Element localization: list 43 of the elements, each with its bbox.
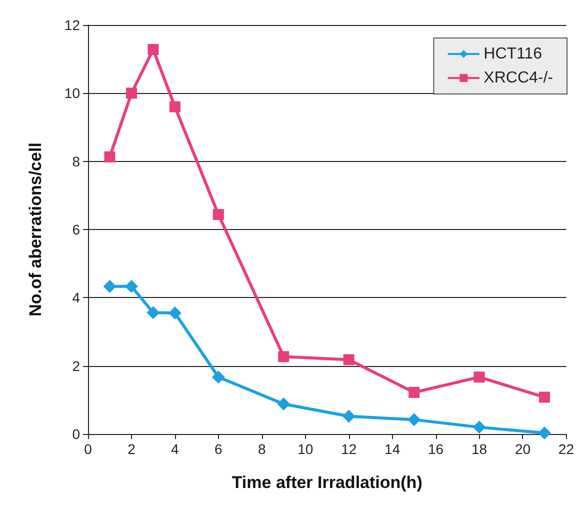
point — [472, 420, 486, 434]
y-tick-label: 6 — [72, 222, 80, 238]
point — [126, 88, 137, 99]
x-tick-label: 4 — [171, 441, 180, 457]
point — [212, 370, 225, 384]
point — [408, 386, 420, 398]
x-tick-label: 12 — [341, 441, 357, 457]
point — [169, 101, 180, 112]
point — [278, 351, 290, 362]
point — [342, 410, 356, 423]
x-tick-label: 16 — [428, 441, 444, 457]
y-tick-label: 8 — [72, 153, 80, 170]
y-tick-label: 2 — [72, 358, 80, 374]
y-tick-label: 4 — [72, 290, 80, 306]
point — [538, 392, 550, 403]
point — [124, 280, 138, 293]
y-axis-title: No.of aberrations/cell — [26, 142, 45, 316]
x-tick-label: 10 — [298, 441, 314, 457]
legend-label: HCT116 — [484, 46, 542, 62]
point — [146, 306, 160, 320]
y-tick-label: 12 — [64, 17, 80, 33]
point — [212, 209, 224, 220]
x-tick-label: 2 — [128, 441, 136, 457]
x-tick-label: 6 — [214, 441, 223, 457]
x-tick-label: 14 — [384, 441, 400, 457]
x-tick-label: 8 — [258, 441, 266, 457]
x-tick-label: 0 — [84, 441, 92, 457]
x-tick-label: 18 — [471, 441, 488, 457]
point — [408, 413, 421, 426]
point — [538, 426, 551, 440]
x-axis-title: Time after Irradlation(h) — [232, 473, 422, 492]
point — [474, 372, 485, 383]
point — [168, 306, 182, 320]
legend-label: XRCC4-/- — [484, 70, 554, 86]
point — [343, 354, 354, 366]
point — [277, 398, 290, 411]
y-tick-label: 0 — [72, 426, 80, 442]
x-tick-label: 22 — [558, 441, 574, 457]
point — [103, 280, 116, 293]
x-tick-label: 20 — [514, 441, 531, 457]
point — [104, 151, 116, 162]
y-tick-label: 10 — [64, 85, 80, 102]
point — [148, 44, 159, 56]
